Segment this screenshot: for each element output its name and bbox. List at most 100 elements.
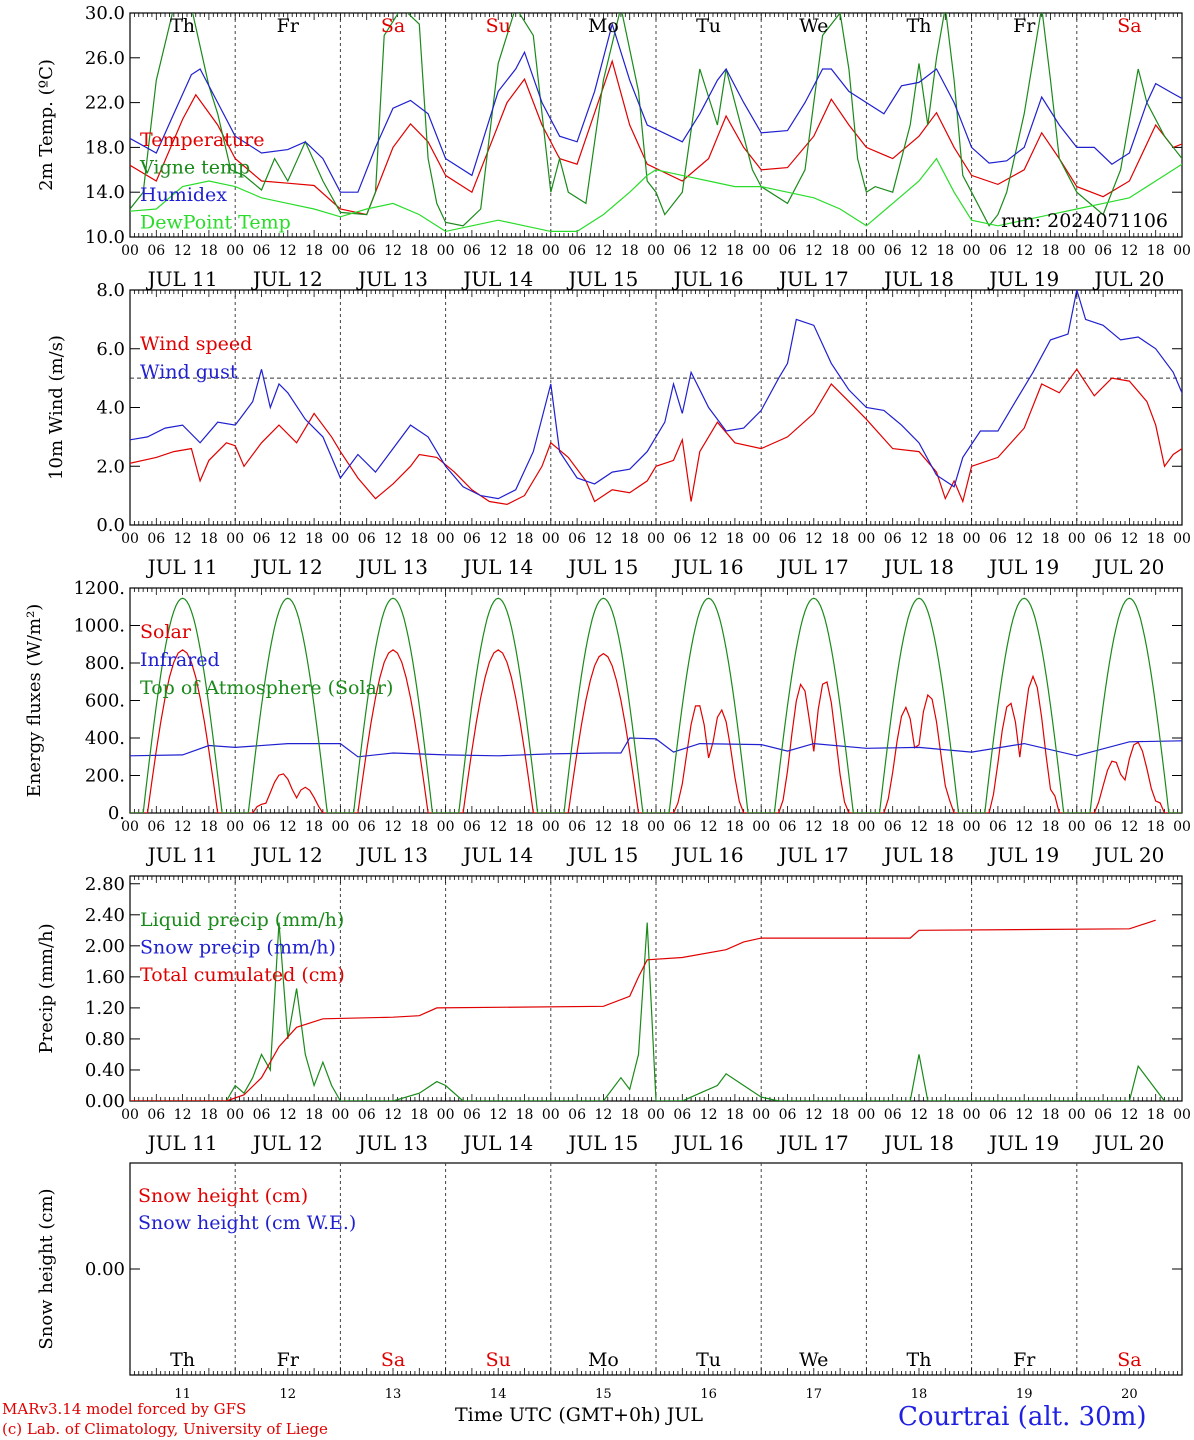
hour-label: 18 [936, 531, 954, 547]
hour-label: 06 [673, 819, 691, 835]
hour-label: 18 [726, 243, 744, 259]
hour-label: 06 [147, 1107, 165, 1123]
weekday-label: We [799, 15, 828, 37]
hour-label: 12 [174, 1107, 192, 1123]
y-tick-label: 0.00 [85, 1091, 125, 1112]
day-label: JUL 14 [461, 555, 533, 579]
day-label: JUL 13 [356, 267, 428, 291]
hour-label: 18 [1042, 819, 1060, 835]
hour-label: 00 [963, 1107, 981, 1123]
hour-label: 00 [121, 1107, 139, 1123]
hour-label: 12 [384, 531, 402, 547]
hour-label: 12 [700, 1107, 718, 1123]
legend-label: Wind speed [140, 333, 252, 355]
hour-label: 18 [305, 1107, 323, 1123]
hour-label: 18 [200, 243, 218, 259]
hour-label: 00 [226, 531, 244, 547]
y-tick-label: 0.00 [85, 1259, 125, 1280]
hour-label: 18 [305, 531, 323, 547]
plot-area [130, 13, 1182, 233]
weekday-label: Sa [381, 1349, 405, 1371]
hour-label: 06 [779, 243, 797, 259]
plot-area [130, 597, 1182, 813]
y-axis-label: Snow height (cm) [36, 1188, 57, 1349]
hour-label: 00 [963, 819, 981, 835]
hour-label: 12 [384, 243, 402, 259]
hour-label: 06 [1094, 243, 1112, 259]
legend-label: Snow height (cm) [138, 1185, 308, 1207]
day-label: JUL 19 [987, 555, 1059, 579]
hour-label: 12 [279, 1107, 297, 1123]
weekday-label: Mo [588, 1349, 619, 1371]
y-tick-label: 2.0 [96, 456, 125, 477]
hour-label: 00 [542, 531, 560, 547]
y-tick-label: 6.0 [96, 339, 125, 360]
hour-label: 18 [1147, 243, 1165, 259]
y-tick-label: 0.40 [85, 1060, 125, 1081]
day-label: JUL 16 [672, 1131, 744, 1155]
legend-label: Vigne temp [139, 157, 250, 179]
hour-label: 18 [305, 819, 323, 835]
plot-area [130, 290, 1182, 506]
station-name: Courtrai (alt. 30m) [898, 1402, 1147, 1432]
weekday-label: Su [486, 1349, 511, 1371]
day-label: JUL 20 [1092, 555, 1164, 579]
y-tick-label: 10.0 [85, 227, 125, 248]
hour-label: 18 [726, 1107, 744, 1123]
y-tick-label: 18.0 [85, 137, 125, 158]
hour-label: 12 [1015, 531, 1033, 547]
hour-label: 18 [410, 1107, 428, 1123]
day-label: JUL 15 [566, 1131, 638, 1155]
hour-label: 18 [516, 819, 534, 835]
legend-label: Snow precip (mm/h) [140, 937, 336, 959]
hour-label: 18 [621, 243, 639, 259]
day-label: JUL 12 [251, 1131, 323, 1155]
model-credit: MARv3.14 model forced by GFS [2, 1400, 247, 1418]
hour-label: 00 [542, 1107, 560, 1123]
hour-label: 00 [752, 243, 770, 259]
day-label: JUL 20 [1092, 267, 1164, 291]
hour-label: 12 [489, 243, 507, 259]
weekday-label: Su [486, 15, 511, 37]
day-label: JUL 18 [882, 843, 954, 867]
series-line-infrared [130, 737, 1182, 758]
day-label: JUL 17 [777, 267, 849, 291]
hour-label: 18 [831, 243, 849, 259]
day-label: JUL 17 [777, 555, 849, 579]
hour-label: 00 [1068, 243, 1086, 259]
weekday-label: We [799, 1349, 828, 1371]
hour-label: 06 [147, 531, 165, 547]
hour-label: 00 [857, 1107, 875, 1123]
hour-label: 00 [1173, 1107, 1191, 1123]
hour-label: 06 [884, 819, 902, 835]
hour-label: 12 [174, 243, 192, 259]
series-line-vigne-temp [130, 13, 1182, 227]
hour-label: 06 [147, 243, 165, 259]
y-tick-label: 0.0 [96, 515, 125, 536]
day-label: JUL 15 [566, 555, 638, 579]
hour-label: 00 [1173, 243, 1191, 259]
hour-label: 12 [594, 531, 612, 547]
hour-label: 18 [200, 819, 218, 835]
day-label: JUL 18 [882, 267, 954, 291]
weekday-label: Tu [696, 1349, 721, 1371]
hour-label: 00 [1068, 819, 1086, 835]
hour-label: 18 [726, 819, 744, 835]
hour-label: 06 [673, 531, 691, 547]
hour-label: 18 [516, 243, 534, 259]
hour-label: 06 [568, 531, 586, 547]
hour-label: 00 [1173, 531, 1191, 547]
series-line-wind-gust [130, 290, 1182, 500]
y-tick-label: 14.0 [85, 182, 125, 203]
hour-label: 12 [594, 243, 612, 259]
hour-label: 00 [647, 819, 665, 835]
day-label: JUL 14 [461, 267, 533, 291]
hour-label: 18 [410, 819, 428, 835]
hour-label: 06 [568, 1107, 586, 1123]
hour-label: 12 [1015, 819, 1033, 835]
hour-label: 06 [989, 243, 1007, 259]
y-tick-label: 600. [85, 691, 125, 712]
hour-label: 00 [1068, 531, 1086, 547]
hour-label: 12 [279, 819, 297, 835]
hour-label: 12 [489, 531, 507, 547]
